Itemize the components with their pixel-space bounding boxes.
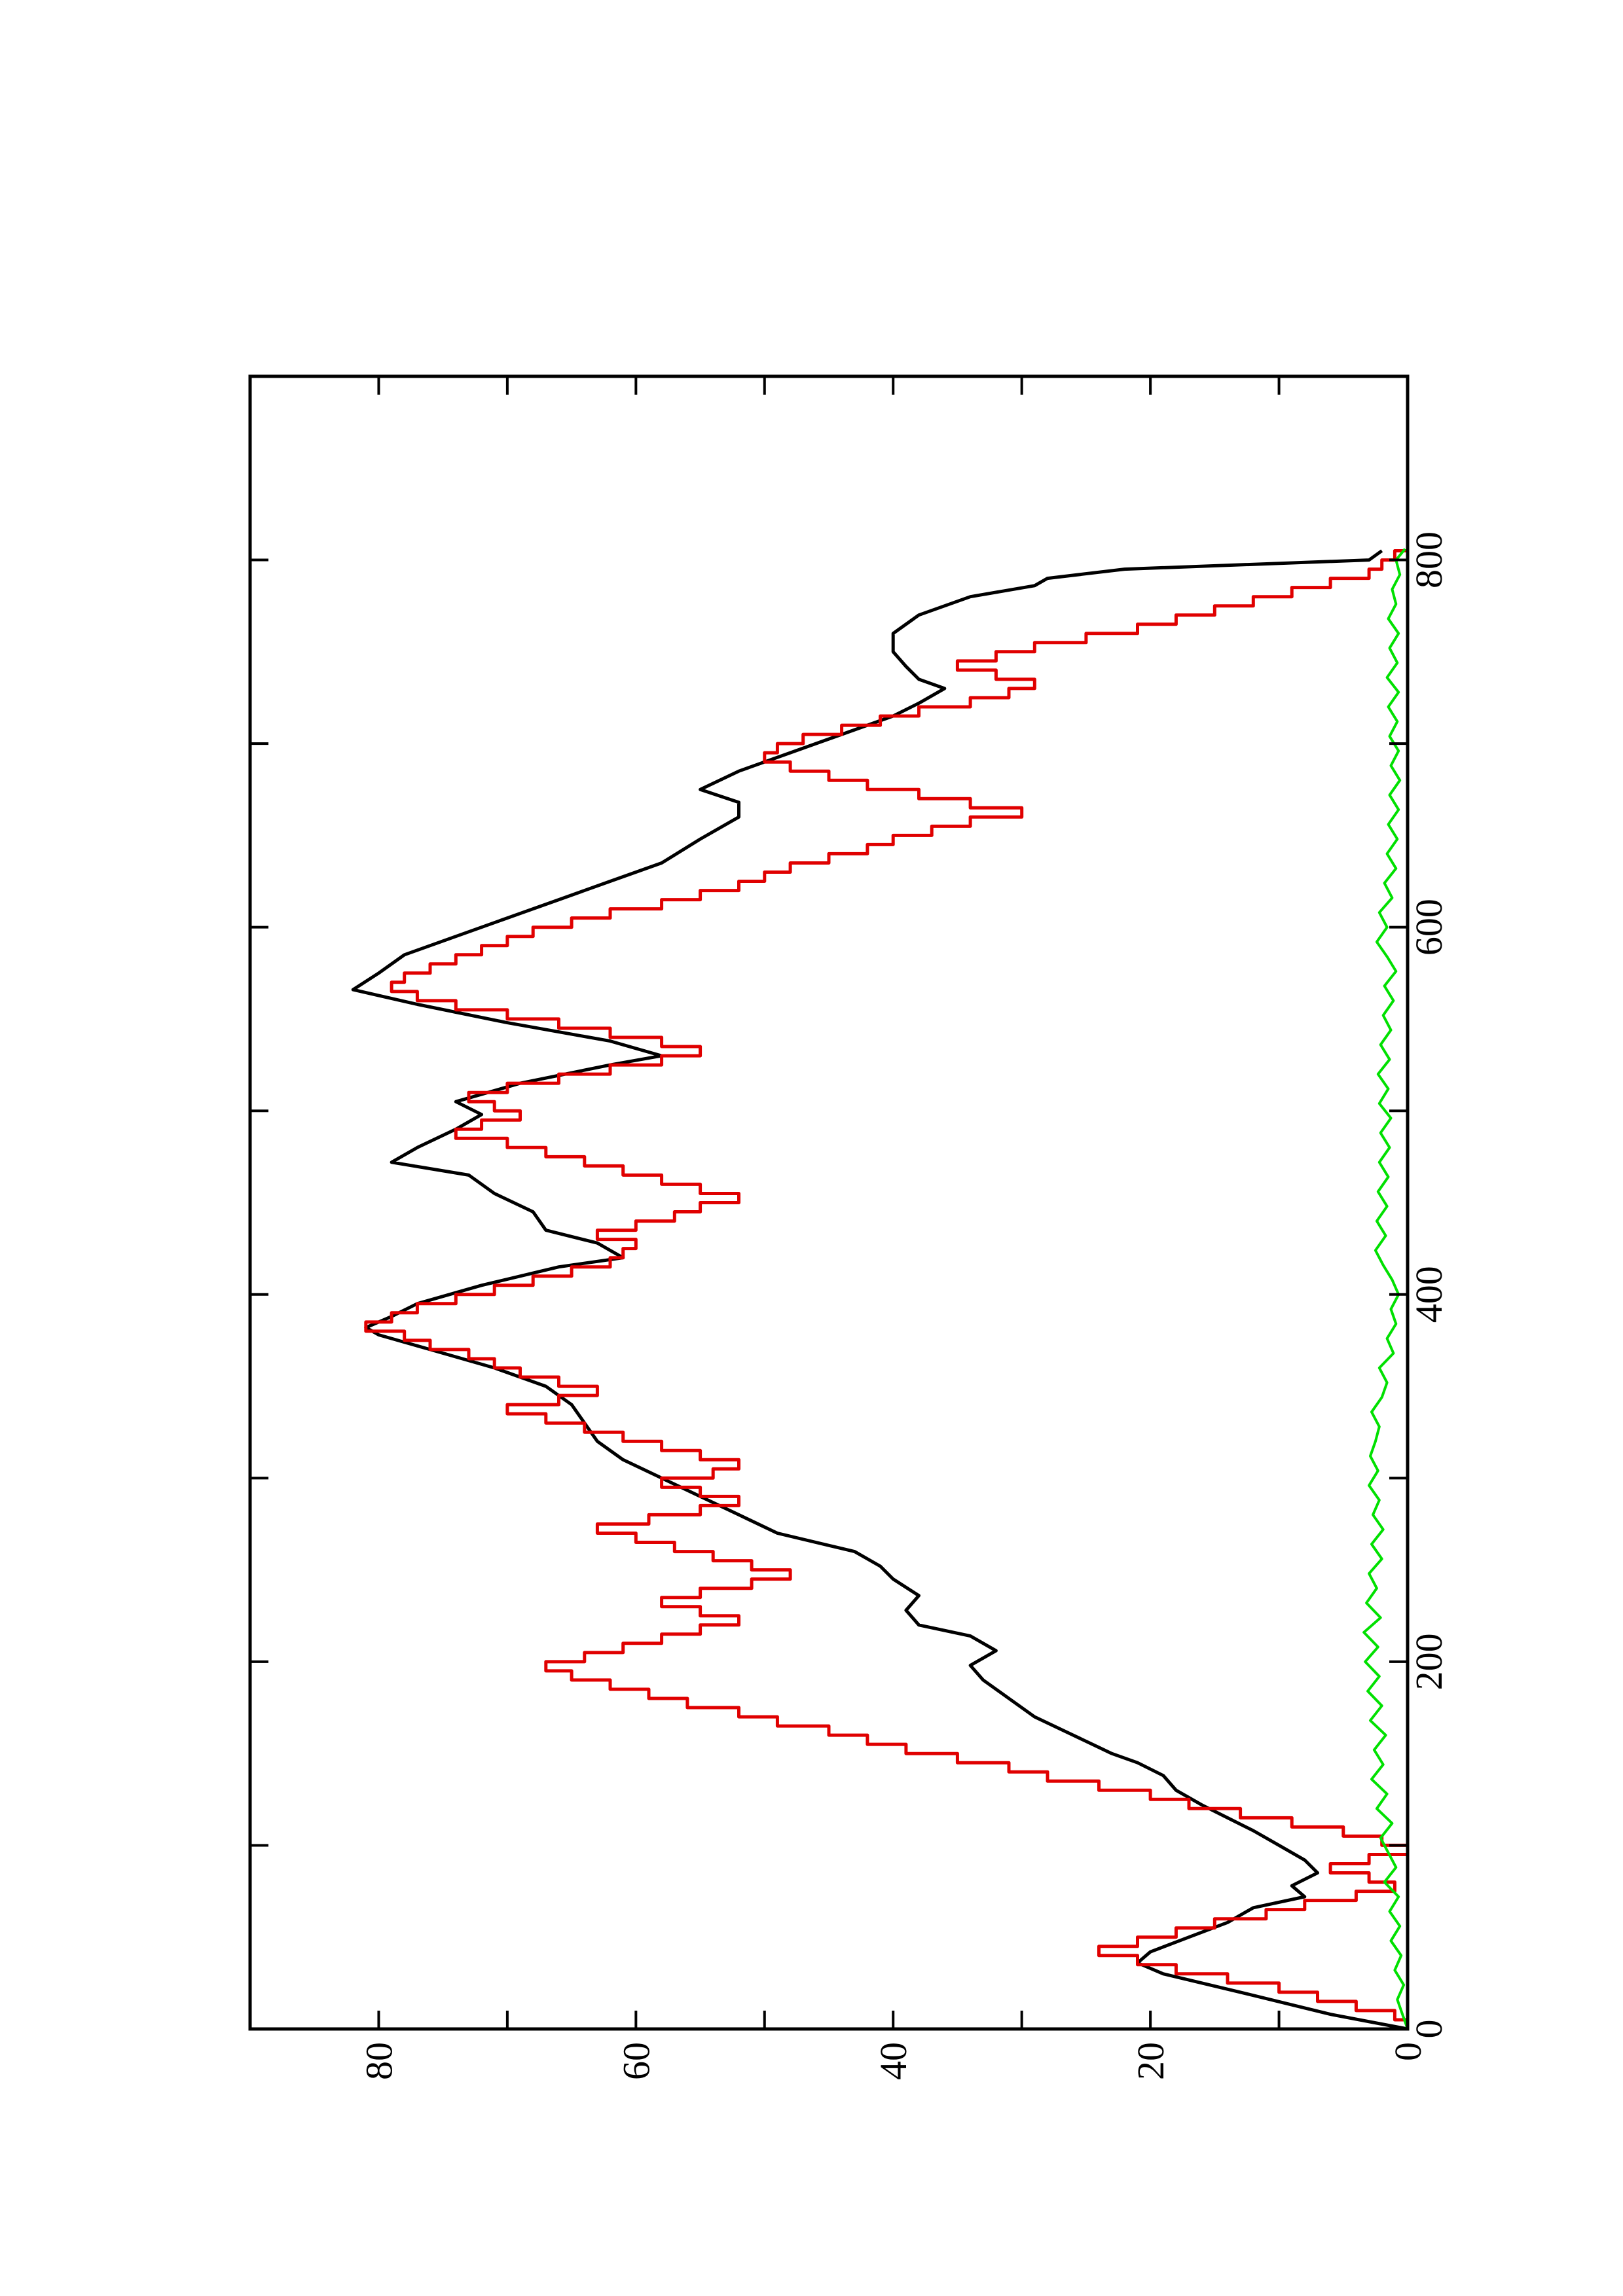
x-tick-label: 200: [1408, 1633, 1450, 1690]
x-tick-label: 600: [1408, 899, 1450, 956]
y-tick-label: 40: [872, 2042, 915, 2080]
tick-labels-layer: 0 200 400 600 800 0 20 40 60 80: [357, 531, 1450, 2080]
series-line-2: [364, 549, 1410, 2029]
x-tick-label: 800: [1408, 531, 1450, 588]
series-line-3: [1362, 548, 1409, 2030]
x-tick-label: 400: [1408, 1266, 1450, 1323]
y-tick-label: 80: [357, 2042, 400, 2080]
y-tick-label: 60: [615, 2042, 657, 2080]
y-tick-label: 0: [1387, 2042, 1429, 2061]
series-layer: [351, 548, 1410, 2031]
ticks-layer: [250, 376, 1409, 2030]
y-tick-label: 20: [1129, 2042, 1172, 2080]
x-tick-label: 0: [1408, 2020, 1450, 2039]
plot-frame: [248, 374, 1410, 2031]
